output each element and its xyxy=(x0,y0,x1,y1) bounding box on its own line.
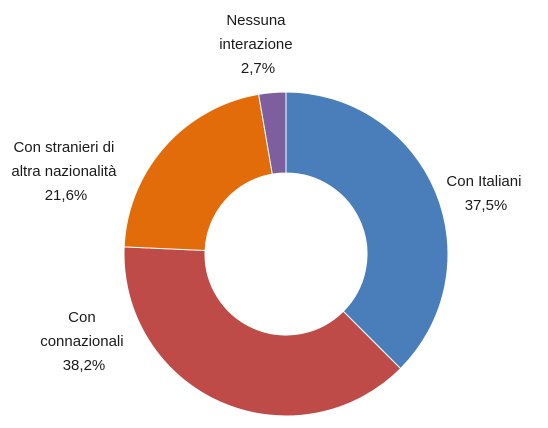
label-con-connazionali: Con connazionali 38,2% xyxy=(40,309,128,374)
label-con-connazionali-value: 38,2% xyxy=(63,357,106,374)
slice-con-connazionali xyxy=(123,246,402,417)
label-con-italiani-value: 37,5% xyxy=(465,197,508,214)
donut-slices xyxy=(123,91,449,417)
label-con-stranieri-name-1: Con stranieri di xyxy=(13,139,114,156)
slice-con-stranieri-di-altra-nazionalita xyxy=(123,93,273,251)
label-con-stranieri-value: 21,6% xyxy=(45,187,88,204)
slice-con-italiani xyxy=(285,91,449,370)
label-con-italiani-name: Con Italiani xyxy=(446,173,521,190)
slice-nessuna-interazione xyxy=(258,91,287,175)
label-nessuna-interazione-name-2: interazione xyxy=(219,36,292,53)
label-nessuna-interazione-value: 2,7% xyxy=(241,60,275,77)
label-nessuna-interazione-name-1: Nessuna xyxy=(226,12,286,29)
label-nessuna-interazione: Nessuna interazione 2,7% xyxy=(219,12,297,77)
label-con-connazionali-name-1: Con xyxy=(68,309,96,326)
label-con-stranieri: Con stranieri di altra nazionalità 21,6% xyxy=(11,139,120,204)
label-con-connazionali-name-2: connazionali xyxy=(40,333,123,350)
label-con-italiani: Con Italiani 37,5% xyxy=(446,173,525,214)
label-con-stranieri-name-2: altra nazionalità xyxy=(11,163,117,180)
